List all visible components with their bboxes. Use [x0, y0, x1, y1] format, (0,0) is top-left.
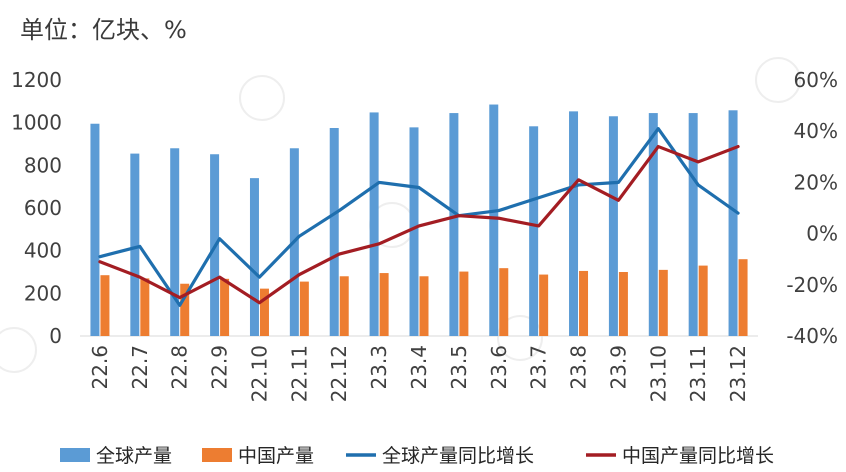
- bar-china-22.10: [259, 288, 269, 336]
- legend-label: 全球产量: [96, 445, 172, 467]
- bar-china-22.8: [180, 283, 190, 336]
- bar-china-22.9: [220, 278, 230, 336]
- right-tick-label: -20%: [786, 273, 838, 297]
- bar-global-23.11: [688, 113, 698, 336]
- category-labels: 22.6 22.7 22.8 22.9 22.10 22.11 22.12 23.3 23.4 2…: [88, 345, 750, 402]
- category-label: 22.8: [168, 345, 192, 390]
- bar-global-22.6: [90, 123, 100, 336]
- right-tick-label: 60%: [794, 68, 838, 92]
- left-tick-label: 600: [24, 196, 62, 220]
- left-axis-ticks: 0 200 400 600 800 1000 1200: [11, 68, 62, 348]
- category-label: 22.11: [287, 345, 311, 402]
- category-label: 22.12: [327, 345, 351, 402]
- left-tick-label: 200: [24, 281, 62, 305]
- legend-label: 中国产量同比增长: [622, 445, 774, 467]
- line-china-growth: [98, 144, 740, 305]
- bar-global-23.3: [369, 112, 379, 336]
- category-label: 23.7: [527, 345, 551, 390]
- line-series: [98, 127, 740, 307]
- legend-label: 全球产量同比增长: [382, 445, 534, 467]
- right-tick-label: 20%: [794, 170, 838, 194]
- bar-china-23.12: [738, 259, 748, 336]
- category-label: 23.8: [567, 345, 591, 390]
- right-tick-label: 40%: [794, 119, 838, 143]
- category-label: 22.10: [247, 345, 271, 402]
- category-label: 23.5: [447, 345, 471, 390]
- category-label: 23.10: [646, 345, 670, 402]
- category-label: 22.6: [88, 345, 112, 390]
- category-label: 23.11: [686, 345, 710, 402]
- bar-china-23.11: [698, 265, 708, 336]
- left-tick-label: 0: [49, 324, 62, 348]
- bar-china-23.4: [419, 276, 429, 336]
- bar-global-22.10: [249, 178, 259, 336]
- bar-china-22.12: [339, 276, 349, 336]
- bar-global-22.7: [130, 153, 140, 336]
- bar-china-23.9: [618, 272, 628, 336]
- bar-global-22.12: [329, 128, 339, 336]
- bar-global-23.5: [449, 113, 459, 336]
- category-label: 22.7: [128, 345, 152, 390]
- bar-china-23.10: [658, 269, 668, 336]
- bar-china-23.7: [539, 274, 549, 336]
- category-label: 23.12: [726, 345, 750, 402]
- left-tick-label: 1200: [11, 68, 62, 92]
- right-tick-label: -40%: [786, 324, 838, 348]
- left-tick-label: 800: [24, 153, 62, 177]
- bar-global-23.10: [648, 113, 658, 336]
- bar-china-23.8: [579, 270, 589, 336]
- bar-global-23.8: [569, 111, 579, 336]
- category-label: 23.3: [367, 345, 391, 390]
- bar-global-23.9: [608, 116, 618, 337]
- bar-china-23.5: [459, 271, 469, 336]
- bar-global-23.4: [409, 127, 419, 336]
- legend: 全球产量 中国产量 全球产量同比增长 中国产量同比增长: [60, 445, 774, 467]
- legend-swatch: [60, 448, 90, 462]
- left-tick-label: 1000: [11, 111, 62, 135]
- legend-label: 中国产量: [238, 445, 314, 467]
- bar-global-23.12: [728, 110, 738, 336]
- watermark: [0, 57, 801, 373]
- category-label: 23.9: [606, 345, 630, 390]
- right-tick-label: 0%: [806, 222, 838, 246]
- bar-global-23.7: [529, 126, 539, 336]
- bar-china-22.7: [140, 278, 150, 336]
- line-global-growth: [98, 127, 740, 307]
- unit-label: 单位：亿块、%: [20, 16, 187, 44]
- legend-swatch: [202, 448, 232, 462]
- bar-china-22.6: [100, 275, 110, 336]
- right-axis-ticks: -40% -20% 0% 20% 40% 60%: [786, 68, 838, 348]
- bar-china-23.3: [379, 273, 389, 336]
- bar-global-22.8: [170, 148, 180, 336]
- bar-global-23.6: [489, 104, 499, 337]
- left-tick-label: 400: [24, 239, 62, 263]
- category-label: 23.4: [407, 345, 431, 390]
- bar-china-23.6: [499, 268, 509, 336]
- category-label: 23.6: [487, 345, 511, 390]
- bar-china-22.11: [299, 281, 309, 336]
- category-label: 22.9: [208, 345, 232, 390]
